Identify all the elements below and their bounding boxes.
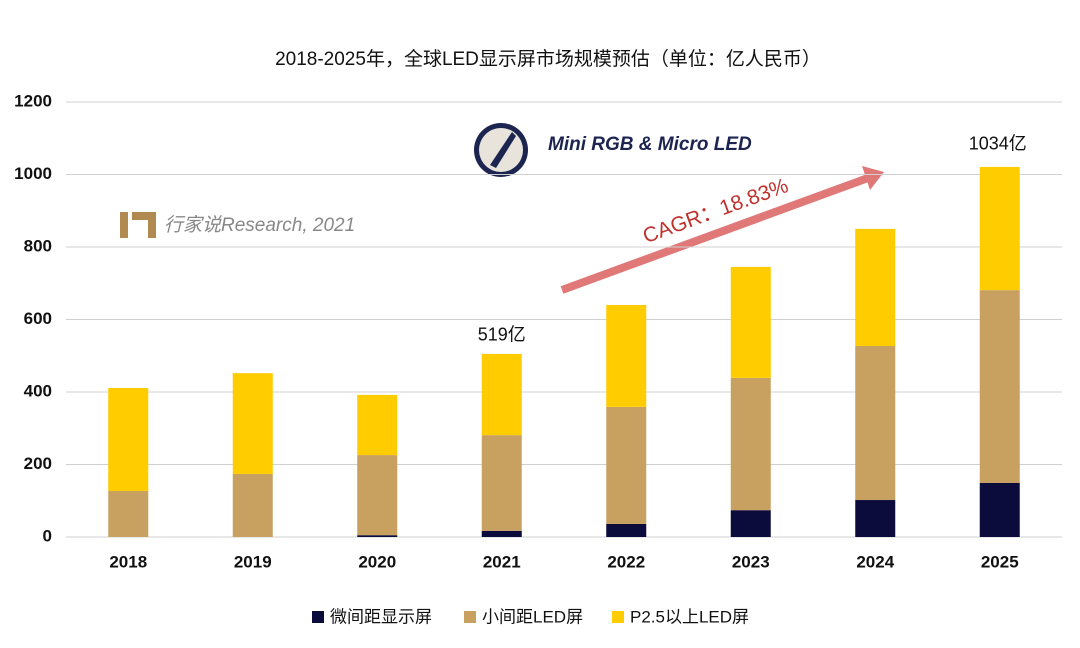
bar-segment [606, 523, 647, 537]
y-tick-label: 0 [43, 526, 52, 545]
x-tick-label: 2019 [234, 552, 272, 571]
bar-segment [855, 228, 896, 346]
bar-segment [357, 455, 398, 536]
logo-rocket [490, 132, 516, 168]
data-label: 1034亿 [969, 134, 1027, 154]
y-tick-label: 400 [24, 381, 52, 400]
bar-segment [481, 435, 522, 531]
annotation: Mini RGB & Micro LED [548, 134, 752, 155]
bar-segment [979, 482, 1020, 537]
bar-segment [730, 266, 771, 378]
x-tick-label: 2018 [109, 552, 147, 571]
legend-swatch [612, 611, 624, 623]
bar-segment [108, 388, 149, 491]
bar-segment [481, 530, 522, 537]
legend-label: P2.5以上LED屏 [630, 607, 749, 626]
logo-mark [132, 212, 156, 220]
x-tick-label: 2024 [856, 552, 894, 571]
y-tick-label: 1000 [14, 164, 52, 183]
chart-title: 2018-2025年，全球LED显示屏市场规模预估（单位：亿人民币） [275, 48, 821, 70]
legend-label: 微间距显示屏 [330, 607, 432, 626]
bar-segment [108, 490, 149, 537]
x-tick-label: 2025 [981, 552, 1019, 571]
y-tick-label: 1200 [14, 91, 52, 110]
data-label: 519亿 [478, 325, 526, 345]
legend-label: 小间距LED屏 [482, 607, 583, 626]
bar-segment [730, 377, 771, 511]
bar-segment [855, 345, 896, 501]
watermark: 行家说Research, 2021 [120, 212, 355, 238]
bar-segment [481, 353, 522, 436]
bar-segment [979, 166, 1020, 291]
x-tick-label: 2023 [732, 552, 770, 571]
cagr-arrow [560, 174, 870, 294]
legend-swatch [464, 611, 476, 623]
x-tick-label: 2021 [483, 552, 521, 571]
y-tick-label: 200 [24, 454, 52, 473]
x-tick-label: 2022 [607, 552, 645, 571]
y-tick-label: 600 [24, 309, 52, 328]
cagr-arrowhead [862, 166, 884, 190]
bar-segment [357, 535, 398, 537]
bar-segment [357, 394, 398, 456]
bar-segment [232, 373, 273, 474]
y-tick-label: 800 [24, 236, 52, 255]
bar-segment [606, 305, 647, 407]
bar-segment [855, 500, 896, 537]
bar-segment [979, 290, 1020, 483]
logo-mark [120, 212, 128, 238]
legend: 微间距显示屏 小间距LED屏 P2.5以上LED屏 [312, 607, 749, 626]
x-tick-label: 2020 [358, 552, 396, 571]
legend-swatch [312, 611, 324, 623]
bar-segment [606, 406, 647, 524]
bar-segment [730, 510, 771, 537]
mini-logo [474, 123, 528, 177]
logo-mark [148, 212, 156, 238]
bar-segment [232, 473, 273, 537]
watermark-text: 行家说Research, 2021 [164, 214, 355, 236]
